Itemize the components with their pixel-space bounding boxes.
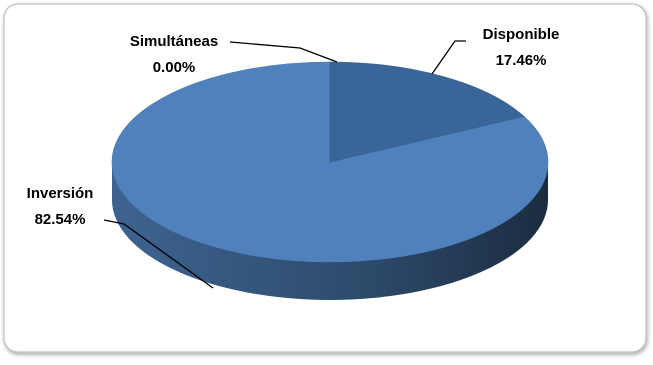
label-simultaneas-name: Simultáneas — [130, 33, 218, 50]
label-inversion-name: Inversión — [27, 185, 94, 202]
label-simultaneas-value: 0.00% — [153, 59, 196, 76]
label-disponible-value: 17.46% — [496, 52, 547, 69]
label-disponible-name: Disponible — [483, 26, 560, 43]
label-inversion-value: 82.54% — [35, 211, 86, 228]
